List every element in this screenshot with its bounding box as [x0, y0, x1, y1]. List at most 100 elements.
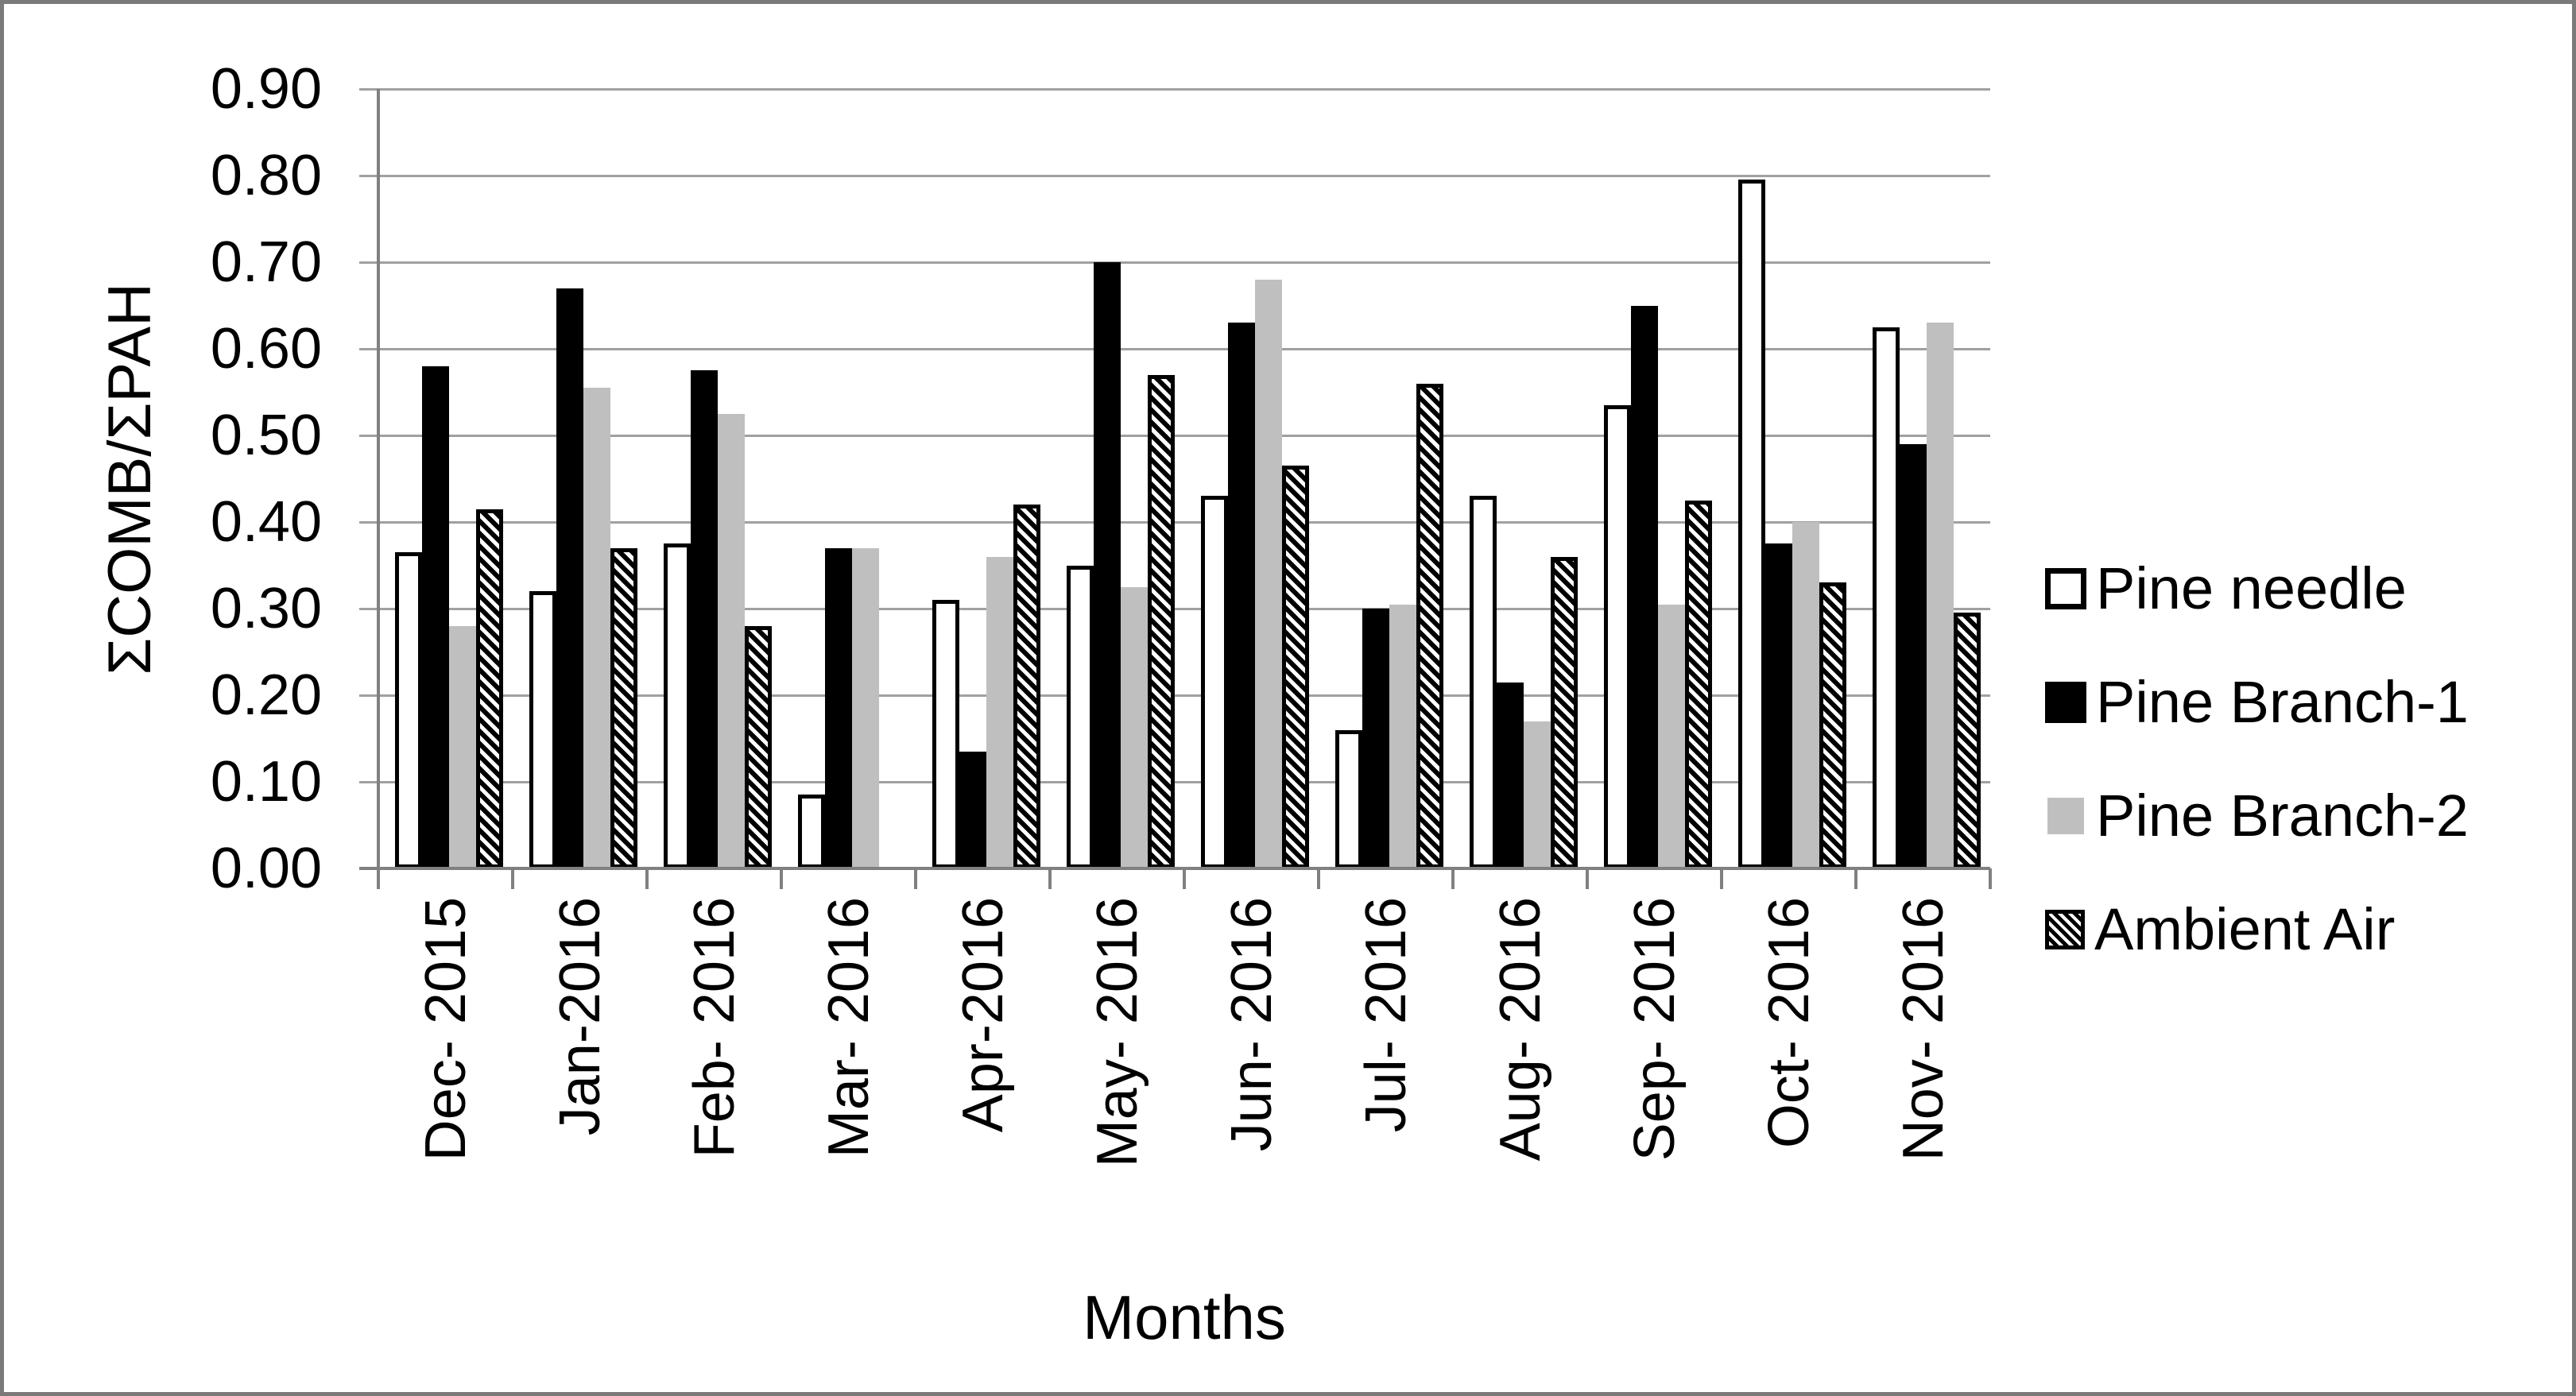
- bar-ambient-air-sep-2016: [1685, 500, 1712, 868]
- bar-pine-branch-1-jul-2016: [1362, 609, 1389, 868]
- bar-ambient-air-feb-2016: [745, 625, 772, 868]
- bar-ambient-air-may-2016: [1148, 374, 1175, 868]
- legend-swatch-pine-branch-1: [2045, 681, 2086, 723]
- bar-pine-branch-1-sep-2016: [1631, 305, 1658, 868]
- x-axis-category-label: Oct- 2016: [1757, 897, 1821, 1149]
- y-tick-label: 0.20: [210, 663, 322, 727]
- x-axis-category-label: Dec- 2015: [413, 897, 478, 1162]
- legend-item: Pine Branch-1: [2045, 664, 2469, 740]
- bar-pine-branch-2-sep-2016: [1658, 604, 1685, 868]
- legend-swatch-ambient-air: [2045, 909, 2085, 949]
- legend-swatch-pine-needle: [2045, 567, 2086, 609]
- bar-pine-needle-sep-2016: [1604, 404, 1631, 868]
- bar-pine-branch-1-may-2016: [1094, 262, 1121, 868]
- x-axis-category-label: Jun- 2016: [1219, 897, 1284, 1152]
- y-tick-label: 0.90: [210, 57, 322, 121]
- bar-pine-needle-feb-2016: [664, 543, 691, 868]
- bar-ambient-air-jul-2016: [1416, 383, 1443, 868]
- x-tick-mark: [780, 868, 783, 889]
- x-tick-mark: [377, 868, 380, 889]
- bar-ambient-air-jan-2016: [610, 547, 637, 868]
- legend-label: Ambient Air: [2094, 896, 2396, 962]
- gridline: [359, 175, 1990, 177]
- bar-pine-branch-1-jun-2016: [1228, 323, 1255, 868]
- bar-pine-needle-dec-2015: [395, 552, 422, 868]
- gridline: [359, 348, 1990, 350]
- bar-pine-needle-jul-2016: [1335, 729, 1362, 868]
- x-tick-mark: [1586, 868, 1589, 889]
- bar-pine-branch-2-jun-2016: [1255, 279, 1282, 868]
- y-axis: [377, 89, 380, 889]
- bar-pine-branch-2-aug-2016: [1524, 721, 1551, 868]
- x-axis-category-label: May- 2016: [1085, 897, 1149, 1168]
- x-tick-mark: [511, 868, 514, 889]
- bar-pine-branch-2-dec-2015: [449, 625, 476, 868]
- legend: Pine needle Pine Branch-1 Pine Branch-2 Amb…: [2045, 551, 2469, 967]
- bar-ambient-air-oct-2016: [1819, 582, 1846, 868]
- x-axis-category-label: Nov- 2016: [1891, 897, 1955, 1162]
- y-tick-label: 0.80: [210, 144, 322, 207]
- x-tick-mark: [1989, 868, 1992, 889]
- x-tick-mark: [1720, 868, 1723, 889]
- bar-ambient-air-jun-2016: [1282, 466, 1309, 868]
- gridline: [359, 521, 1990, 524]
- bar-ambient-air-dec-2015: [476, 509, 503, 868]
- x-axis: [359, 867, 1990, 870]
- x-tick-mark: [1854, 868, 1857, 889]
- bar-ambient-air-aug-2016: [1551, 556, 1578, 868]
- x-tick-mark: [1317, 868, 1320, 889]
- x-tick-mark: [1048, 868, 1052, 889]
- bar-pine-branch-2-may-2016: [1121, 586, 1148, 868]
- bar-pine-branch-2-apr-2016: [986, 556, 1013, 868]
- bar-pine-branch-1-nov-2016: [1900, 443, 1927, 868]
- bar-ambient-air-apr-2016: [1013, 505, 1040, 868]
- legend-label: Pine needle: [2096, 555, 2407, 621]
- y-tick-label: 0.10: [210, 750, 322, 814]
- bar-pine-branch-1-aug-2016: [1497, 682, 1524, 868]
- x-axis-category-label: Mar- 2016: [816, 897, 881, 1158]
- y-tick-label: 0.60: [210, 317, 322, 381]
- bar-pine-needle-apr-2016: [932, 600, 959, 868]
- x-tick-mark: [645, 868, 649, 889]
- bar-pine-branch-2-jul-2016: [1389, 604, 1416, 868]
- x-axis-title: Months: [1083, 1282, 1286, 1352]
- gridline: [359, 88, 1990, 91]
- x-axis-category-label: Jul- 2016: [1354, 897, 1418, 1133]
- bar-pine-branch-2-oct-2016: [1792, 522, 1819, 868]
- bar-pine-branch-2-jan-2016: [583, 388, 610, 868]
- x-tick-mark: [914, 868, 917, 889]
- y-tick-label: 0.00: [210, 837, 322, 900]
- y-tick-label: 0.40: [210, 490, 322, 554]
- x-axis-category-label: Apr-2016: [951, 897, 1015, 1133]
- legend-label: Pine Branch-1: [2096, 669, 2469, 735]
- bar-pine-branch-1-apr-2016: [959, 751, 986, 868]
- bar-pine-needle-may-2016: [1067, 565, 1094, 868]
- x-axis-category-label: Jan-2016: [548, 897, 612, 1136]
- y-tick-label: 0.30: [210, 577, 322, 640]
- bar-pine-branch-1-oct-2016: [1765, 543, 1792, 868]
- gridline: [359, 608, 1990, 610]
- bar-pine-branch-2-mar-2016: [852, 547, 879, 868]
- bar-pine-needle-jan-2016: [529, 591, 556, 868]
- x-axis-category-label: Aug- 2016: [1488, 897, 1552, 1162]
- x-tick-mark: [1451, 868, 1455, 889]
- bar-pine-needle-nov-2016: [1873, 327, 1900, 868]
- y-tick-label: 0.50: [210, 404, 322, 467]
- bar-pine-branch-2-nov-2016: [1927, 323, 1954, 868]
- bar-pine-needle-mar-2016: [798, 795, 825, 868]
- x-tick-mark: [1183, 868, 1186, 889]
- bar-pine-branch-2-feb-2016: [718, 413, 745, 868]
- gridline: [359, 435, 1990, 437]
- bar-pine-branch-1-mar-2016: [825, 547, 852, 868]
- legend-item: Pine Branch-2: [2045, 778, 2469, 853]
- y-tick-label: 0.70: [210, 230, 322, 294]
- gridline: [359, 261, 1990, 264]
- gridline: [359, 781, 1990, 783]
- bar-pine-needle-oct-2016: [1738, 180, 1765, 868]
- bar-pine-needle-jun-2016: [1201, 496, 1228, 868]
- x-axis-category-label: Feb- 2016: [682, 897, 746, 1158]
- x-axis-category-label: Sep- 2016: [1622, 897, 1687, 1162]
- gridline: [359, 694, 1990, 697]
- bar-pine-needle-aug-2016: [1470, 496, 1497, 868]
